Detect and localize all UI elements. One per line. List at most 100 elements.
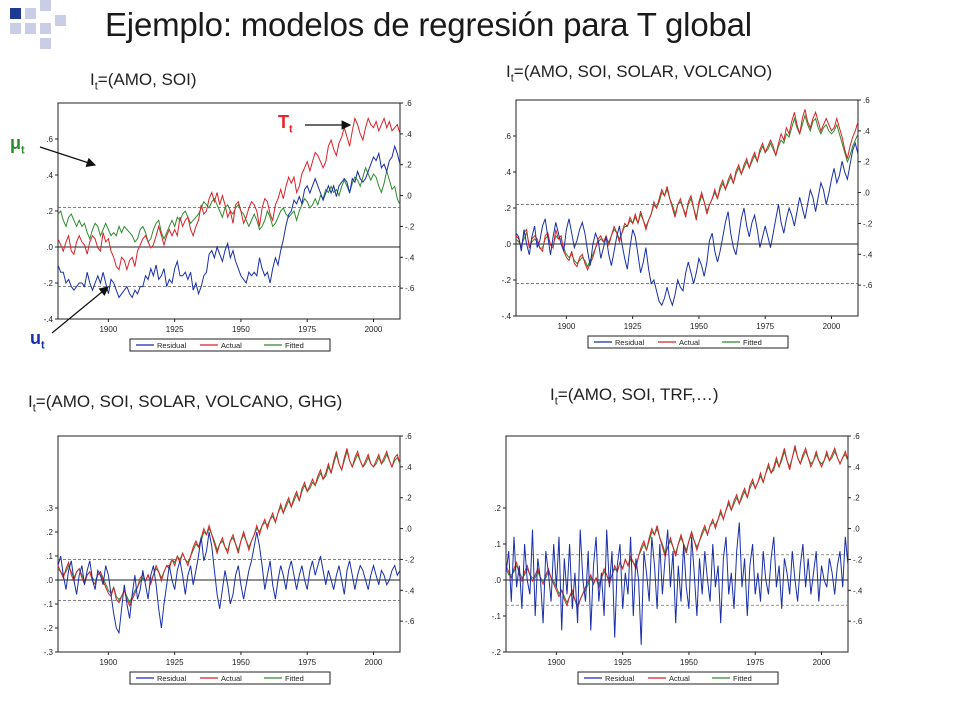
left-tick-label: -.2 bbox=[44, 279, 54, 288]
x-tick-label: 1925 bbox=[166, 658, 184, 667]
slide-title: Ejemplo: modelos de regresión para T glo… bbox=[105, 6, 752, 43]
right-tick-label: -.4 bbox=[405, 253, 415, 262]
left-tick-label: .0 bbox=[504, 240, 511, 249]
annotation-T-sub: t bbox=[289, 123, 293, 136]
decor-square bbox=[25, 8, 36, 19]
series-line-fitted bbox=[57, 166, 401, 243]
caption-sub: t bbox=[510, 72, 514, 85]
right-tick-label: -.6 bbox=[853, 617, 863, 626]
right-tick-label: -.4 bbox=[853, 586, 863, 595]
left-tick-label: .2 bbox=[494, 504, 501, 513]
left-tick-label: .4 bbox=[46, 171, 53, 180]
legend-box bbox=[129, 671, 331, 685]
right-tick-label: .4 bbox=[853, 463, 860, 472]
legend-label: Residual bbox=[157, 674, 187, 683]
right-tick-label: .2 bbox=[405, 161, 412, 170]
right-tick-label: .0 bbox=[863, 189, 870, 198]
legend-box bbox=[577, 671, 779, 685]
legend-label: Fitted bbox=[733, 674, 752, 683]
right-tick-label: -.6 bbox=[405, 617, 415, 626]
legend-label: Actual bbox=[221, 674, 242, 683]
right-tick-label: .2 bbox=[405, 494, 412, 503]
right-tick-label: .4 bbox=[405, 463, 412, 472]
decor-square bbox=[40, 0, 51, 11]
caption-sub: t bbox=[554, 395, 558, 408]
x-tick-label: 1900 bbox=[557, 322, 575, 331]
annotation-mu-sub: t bbox=[21, 144, 25, 157]
x-tick-label: 1950 bbox=[680, 658, 698, 667]
legend-box bbox=[587, 335, 789, 349]
left-tick-label: -.1 bbox=[492, 612, 502, 621]
caption-text: =(AMO, SOI, SOLAR, VOLCANO, GHG) bbox=[35, 392, 343, 411]
caption-text: =(AMO, SOI, SOLAR, VOLCANO) bbox=[513, 62, 773, 81]
right-tick-label: .4 bbox=[863, 127, 870, 136]
x-tick-label: 2000 bbox=[365, 658, 383, 667]
caption-model-2: It=(AMO, SOI, SOLAR, VOLCANO) bbox=[506, 62, 772, 84]
x-tick-label: 1900 bbox=[99, 658, 117, 667]
chart-panel-2: .6 .4 .2 .0 -.2 -.4 .6 .4 .2 .0 -.2 -.4 -.6 1900 1925 1… bbox=[502, 96, 873, 349]
right-tick-label: .0 bbox=[853, 525, 860, 534]
legend-label: Actual bbox=[679, 338, 700, 347]
right-tick-label: -.2 bbox=[405, 222, 415, 231]
right-tick-label: .6 bbox=[405, 99, 412, 108]
series-line-residual bbox=[57, 144, 401, 299]
annotation-u-main: u bbox=[30, 328, 41, 348]
x-tick-label: 1925 bbox=[614, 658, 632, 667]
annotation-T-main: T bbox=[278, 112, 289, 132]
x-tick-label: 1950 bbox=[232, 325, 250, 334]
right-tick-label: -.2 bbox=[853, 555, 863, 564]
left-tick-label: .3 bbox=[46, 504, 53, 513]
left-tick-label: .2 bbox=[504, 204, 511, 213]
legend-label: Residual bbox=[615, 338, 645, 347]
right-tick-label: -.4 bbox=[405, 586, 415, 595]
right-tick-label: .2 bbox=[863, 158, 870, 167]
caption-prefix: I bbox=[506, 62, 511, 81]
x-tick-label: 1925 bbox=[624, 322, 642, 331]
x-tick-label: 1975 bbox=[298, 325, 316, 334]
x-tick-label: 1900 bbox=[99, 325, 117, 334]
left-tick-label: -.2 bbox=[492, 648, 502, 657]
decor-square bbox=[40, 38, 51, 49]
caption-sub: t bbox=[94, 80, 98, 93]
legend-label: Residual bbox=[605, 674, 635, 683]
decor-square bbox=[55, 15, 66, 26]
left-tick-label: .6 bbox=[46, 135, 53, 144]
chart-panel-4: .2 .1 .0 -.1 -.2 .6 .4 .2 .0 -.2 -.4 -.6 1900 1925 195… bbox=[492, 432, 863, 685]
left-tick-label: .0 bbox=[46, 243, 53, 252]
chart-panel-3: .3 .2 .1 .0 -.1 -.2 -.3 .6 .4 .2 .0 -.2 -.4 -.6 1900 19… bbox=[44, 432, 415, 685]
plot-frame bbox=[515, 99, 859, 317]
right-tick-label: -.4 bbox=[863, 250, 873, 259]
caption-prefix: I bbox=[90, 70, 95, 89]
left-tick-label: -.4 bbox=[502, 312, 512, 321]
right-tick-label: .0 bbox=[405, 192, 412, 201]
annotation-mu: μt bbox=[10, 133, 25, 157]
caption-text: =(AMO, SOI, TRF,…) bbox=[557, 385, 719, 404]
series-line-residual bbox=[57, 531, 401, 635]
legend-label: Actual bbox=[669, 674, 690, 683]
left-tick-label: .2 bbox=[46, 207, 53, 216]
x-tick-label: 1900 bbox=[547, 658, 565, 667]
right-tick-label: .6 bbox=[405, 432, 412, 441]
right-tick-label: .6 bbox=[863, 96, 870, 105]
plot-frame bbox=[57, 102, 401, 320]
caption-model-4: It=(AMO, SOI, TRF,…) bbox=[550, 385, 719, 407]
left-tick-label: .6 bbox=[504, 132, 511, 141]
left-tick-label: .1 bbox=[494, 540, 501, 549]
legend-label: Fitted bbox=[285, 341, 304, 350]
left-tick-label: -.1 bbox=[44, 600, 54, 609]
caption-model-1: It=(AMO, SOI) bbox=[90, 70, 197, 92]
caption-prefix: I bbox=[550, 385, 555, 404]
series-line-residual bbox=[515, 141, 859, 307]
left-tick-label: -.4 bbox=[44, 315, 54, 324]
right-tick-label: -.6 bbox=[405, 284, 415, 293]
x-tick-label: 1975 bbox=[756, 322, 774, 331]
caption-model-3: It=(AMO, SOI, SOLAR, VOLCANO, GHG) bbox=[28, 392, 342, 414]
legend-label: Actual bbox=[221, 341, 242, 350]
x-tick-label: 1950 bbox=[232, 658, 250, 667]
left-tick-label: .2 bbox=[46, 528, 53, 537]
decor-square bbox=[10, 8, 21, 19]
series-line-actual bbox=[57, 448, 401, 607]
left-tick-label: -.2 bbox=[502, 276, 512, 285]
caption-text: =(AMO, SOI) bbox=[97, 70, 197, 89]
